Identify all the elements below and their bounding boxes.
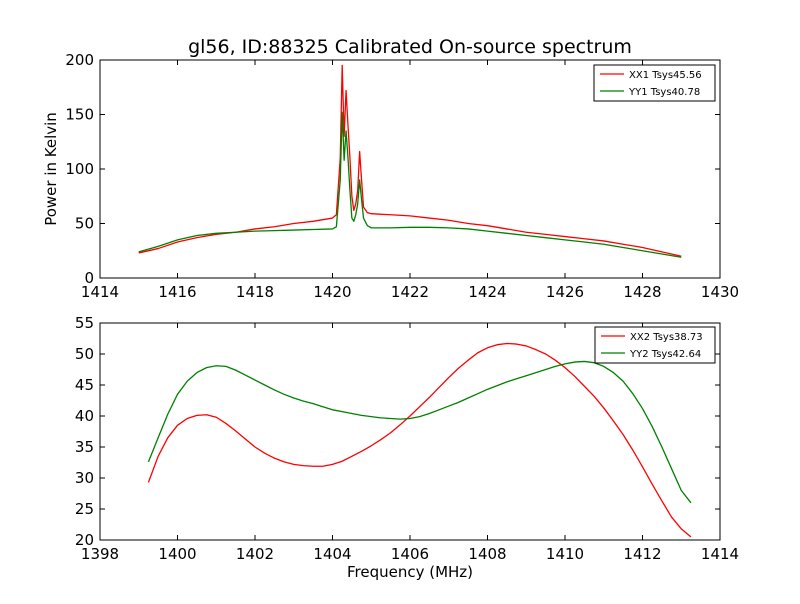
x-tick-label: 1414	[701, 545, 739, 563]
y-tick-label: 55	[75, 314, 94, 332]
x-tick-label: 1398	[81, 545, 119, 563]
x-tick-label: 1404	[313, 545, 351, 563]
legend-label-yy2: YY2 Tsys42.64	[629, 349, 701, 360]
bottom-legend: XX2 Tsys38.73 YY2 Tsys42.64	[594, 326, 716, 364]
x-tick-label: 1408	[468, 545, 506, 563]
y-tick-label: 20	[75, 531, 94, 549]
x-tick-label: 1402	[236, 545, 274, 563]
x-tick-label: 1422	[391, 283, 429, 301]
x-tick-label: 1430	[701, 283, 739, 301]
y-tick-label: 50	[75, 345, 94, 363]
series-line-yy2	[147, 360, 692, 504]
x-tick-label: 1410	[546, 545, 584, 563]
x-tick-label: 1426	[546, 283, 584, 301]
top-legend: XX1 Tsys45.56 YY1 Tsys40.78	[593, 64, 716, 102]
y-tick-label: 25	[75, 500, 94, 518]
y-tick-label: 200	[65, 51, 94, 69]
y-tick-label: 0	[84, 269, 94, 287]
x-tick-label: 1412	[623, 545, 661, 563]
x-tick-label: 1400	[158, 545, 196, 563]
y-tick-label: 45	[75, 376, 94, 394]
x-tick-label: 1406	[391, 545, 429, 563]
y-tick-label: 100	[65, 160, 94, 178]
bottom-xlabel: Frequency (MHz)	[347, 563, 473, 581]
series-line-xx1	[138, 64, 682, 257]
top-plot-area: 1414 1416 1418 1420 1422 1424 1426 1428 1430 0 50 1…	[65, 51, 739, 301]
x-tick-label: 1424	[468, 283, 506, 301]
y-tick-label: 50	[75, 215, 94, 233]
subplot-top: Power in Kelvin 1414 1416 1418 1420 1422 1424…	[42, 51, 739, 301]
y-tick-label: 40	[75, 407, 94, 425]
subplot-bottom: Frequency (MHz) 1398 1400 1402 1404 1406 1408…	[75, 314, 739, 581]
legend-label-yy1: YY1 Tsys40.78	[628, 87, 700, 98]
series-line-yy1	[138, 111, 682, 258]
top-ylabel: Power in Kelvin	[42, 112, 60, 226]
chart-title: gl56, ID:88325 Calibrated On-source spec…	[188, 36, 632, 58]
x-tick-label: 1418	[236, 283, 274, 301]
bottom-plot-area: 1398 1400 1402 1404 1406 1408 1410 1412 1414 20 25…	[75, 314, 739, 563]
legend-label-xx1: XX1 Tsys45.56	[629, 70, 702, 81]
legend-label-xx2: XX2 Tsys38.73	[630, 332, 703, 343]
series-line-xx2	[147, 342, 692, 538]
x-tick-label: 1420	[313, 283, 351, 301]
x-tick-label: 1414	[81, 283, 119, 301]
y-tick-label: 150	[65, 106, 94, 124]
x-tick-label: 1428	[623, 283, 661, 301]
x-tick-label: 1416	[158, 283, 196, 301]
y-tick-label: 30	[75, 469, 94, 487]
y-tick-label: 35	[75, 438, 94, 456]
